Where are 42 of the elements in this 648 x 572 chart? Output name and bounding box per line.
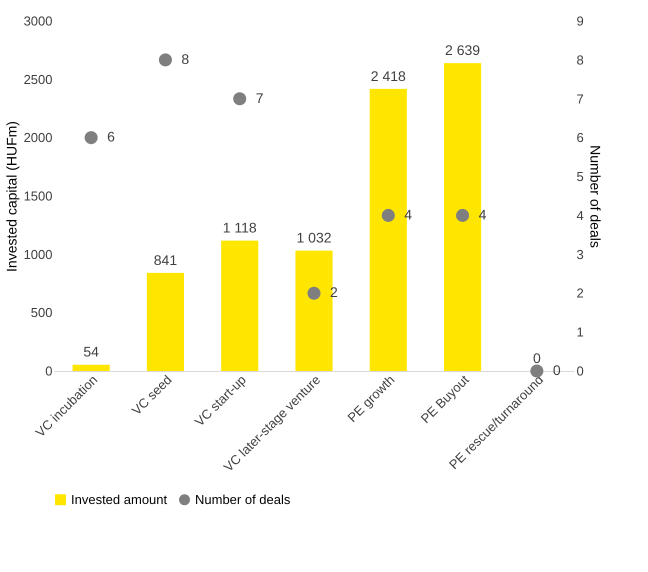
- legend-label: Number of deals: [195, 492, 291, 507]
- data-label: 54: [83, 344, 100, 360]
- y-tick-label: 1500: [24, 188, 52, 204]
- y2-tick-label: 7: [576, 91, 584, 106]
- y2-tick-label: 5: [576, 169, 584, 184]
- data-label: 2 639: [445, 42, 480, 58]
- bar: [221, 240, 258, 371]
- data-label: 841: [154, 252, 178, 268]
- point: [530, 364, 544, 378]
- point: [84, 131, 98, 144]
- data-label: 7: [256, 90, 264, 106]
- y-axis-title: Invested capital (HUFm): [4, 121, 20, 272]
- bar: [146, 272, 184, 371]
- point: [456, 208, 470, 222]
- point: [307, 286, 321, 300]
- y2-tick-label: 8: [576, 52, 584, 68]
- point: [158, 53, 172, 66]
- data-label: 0: [532, 350, 541, 366]
- y2-tick-label: 1: [576, 324, 584, 340]
- point: [382, 208, 395, 222]
- y2-tick-label: 9: [576, 14, 584, 28]
- legend-label: Invested amount: [71, 492, 168, 507]
- y2-tick-label: 6: [576, 130, 584, 146]
- y-tick-label: 500: [30, 305, 52, 320]
- y2-tick-label: 2: [576, 286, 584, 301]
- data-label: 2 418: [370, 68, 406, 84]
- y2-tick-label: 0: [576, 364, 584, 378]
- y-tick-label: 1000: [24, 246, 52, 262]
- y-tick-label: 3000: [24, 14, 52, 28]
- data-label: 0: [552, 362, 561, 378]
- bar: [72, 364, 110, 371]
- y2-tick-label: 3: [576, 246, 584, 262]
- data-label: 8: [181, 50, 190, 67]
- y-tick-label: 2500: [24, 72, 52, 87]
- y2-tick-label: 4: [576, 208, 584, 223]
- data-label: 1 118: [222, 220, 257, 236]
- data-label: 1 032: [296, 230, 332, 246]
- y-tick-label: 0: [45, 364, 52, 378]
- data-label: 6: [107, 128, 116, 145]
- y-tick-label: 2000: [24, 130, 52, 146]
- y2-axis-title: Number of deals: [588, 145, 604, 248]
- point: [233, 92, 246, 106]
